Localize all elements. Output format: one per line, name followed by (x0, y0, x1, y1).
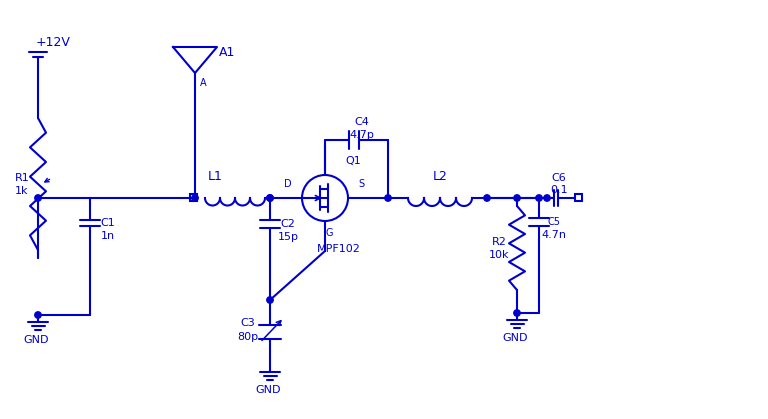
Text: R2: R2 (492, 237, 506, 247)
Text: A1: A1 (219, 46, 235, 59)
Text: 4.7n: 4.7n (541, 230, 567, 240)
Text: L1: L1 (207, 170, 223, 183)
Text: C6: C6 (551, 173, 566, 183)
Text: C2: C2 (280, 219, 296, 229)
Text: 10k: 10k (488, 250, 509, 260)
Circle shape (35, 195, 41, 201)
Text: D: D (284, 179, 292, 189)
Circle shape (266, 297, 273, 303)
Circle shape (544, 195, 550, 201)
Text: C5: C5 (548, 217, 561, 227)
Text: L2: L2 (432, 170, 448, 183)
Circle shape (385, 195, 391, 201)
Circle shape (514, 310, 520, 316)
Text: A: A (200, 78, 207, 88)
Text: MPF102: MPF102 (317, 244, 361, 254)
Text: GND: GND (502, 333, 528, 343)
Circle shape (192, 195, 198, 201)
Bar (190, 194, 197, 202)
Text: 0.1: 0.1 (550, 185, 568, 195)
Circle shape (484, 195, 490, 201)
Circle shape (514, 195, 520, 201)
Text: 15p: 15p (277, 232, 299, 242)
Text: C1: C1 (101, 218, 115, 228)
Text: C4: C4 (354, 117, 369, 127)
Text: R1: R1 (15, 173, 29, 183)
Text: +12V: +12V (36, 36, 71, 49)
Text: Q1: Q1 (345, 156, 361, 166)
Circle shape (266, 195, 273, 201)
Text: S: S (358, 179, 364, 189)
Text: GND: GND (23, 335, 48, 345)
Text: 4.7p: 4.7p (349, 130, 374, 140)
Text: C3: C3 (240, 318, 256, 328)
Circle shape (536, 195, 542, 201)
Text: 1n: 1n (101, 231, 115, 241)
Bar (575, 194, 582, 201)
Text: 80p: 80p (237, 333, 259, 342)
Text: G: G (326, 228, 333, 238)
Text: GND: GND (255, 385, 281, 395)
Circle shape (35, 312, 41, 318)
Circle shape (266, 195, 273, 201)
Text: 1k: 1k (15, 186, 28, 196)
